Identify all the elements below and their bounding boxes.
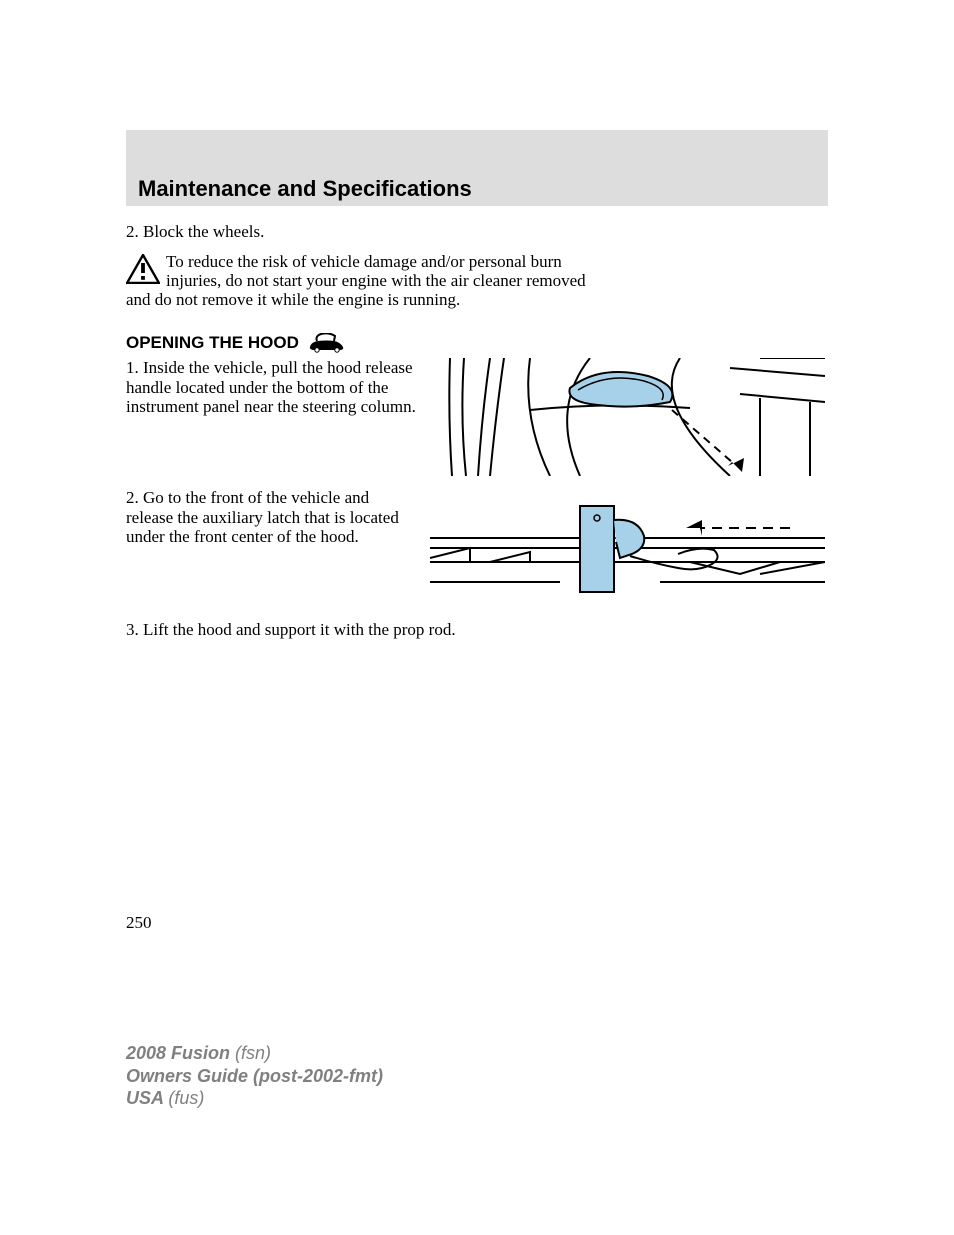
warning-line2: injuries, do not start your engine with … bbox=[166, 271, 586, 291]
hood-step3: 3. Lift the hood and support it with the… bbox=[126, 620, 828, 640]
footer-region-code: (fus) bbox=[168, 1088, 204, 1108]
warning-triangle-icon bbox=[126, 254, 160, 284]
car-open-hood-icon bbox=[307, 333, 347, 353]
page: Maintenance and Specifications 2. Block … bbox=[0, 0, 954, 1235]
step-block-wheels: 2. Block the wheels. bbox=[126, 222, 264, 242]
page-number: 250 bbox=[126, 913, 152, 933]
hood-step2-text: 2. Go to the front of the vehicle and re… bbox=[126, 488, 416, 547]
section-heading-row: OPENING THE HOOD bbox=[126, 333, 347, 353]
footer-guide: Owners Guide (post-2002-fmt) bbox=[126, 1066, 383, 1086]
hood-step3-text: 3. Lift the hood and support it with the… bbox=[126, 620, 828, 640]
hood-step2: 2. Go to the front of the vehicle and re… bbox=[126, 488, 416, 547]
warning-line1: To reduce the risk of vehicle damage and… bbox=[166, 252, 562, 272]
hood-step1-text: 1. Inside the vehicle, pull the hood rel… bbox=[126, 358, 416, 417]
footer-model: 2008 Fusion bbox=[126, 1043, 235, 1063]
footer-line3: USA (fus) bbox=[126, 1087, 383, 1110]
illustration-aux-latch bbox=[430, 498, 825, 598]
page-title: Maintenance and Specifications bbox=[138, 176, 472, 202]
hood-step1: 1. Inside the vehicle, pull the hood rel… bbox=[126, 358, 416, 417]
footer-region: USA bbox=[126, 1088, 168, 1108]
section-heading: OPENING THE HOOD bbox=[126, 333, 299, 353]
footer-line1: 2008 Fusion (fsn) bbox=[126, 1042, 383, 1065]
footer-line2: Owners Guide (post-2002-fmt) bbox=[126, 1065, 383, 1088]
illustration-hood-release bbox=[430, 358, 825, 476]
warning-line3: and do not remove it while the engine is… bbox=[126, 290, 460, 310]
footer-block: 2008 Fusion (fsn) Owners Guide (post-200… bbox=[126, 1042, 383, 1110]
footer-model-code: (fsn) bbox=[235, 1043, 271, 1063]
